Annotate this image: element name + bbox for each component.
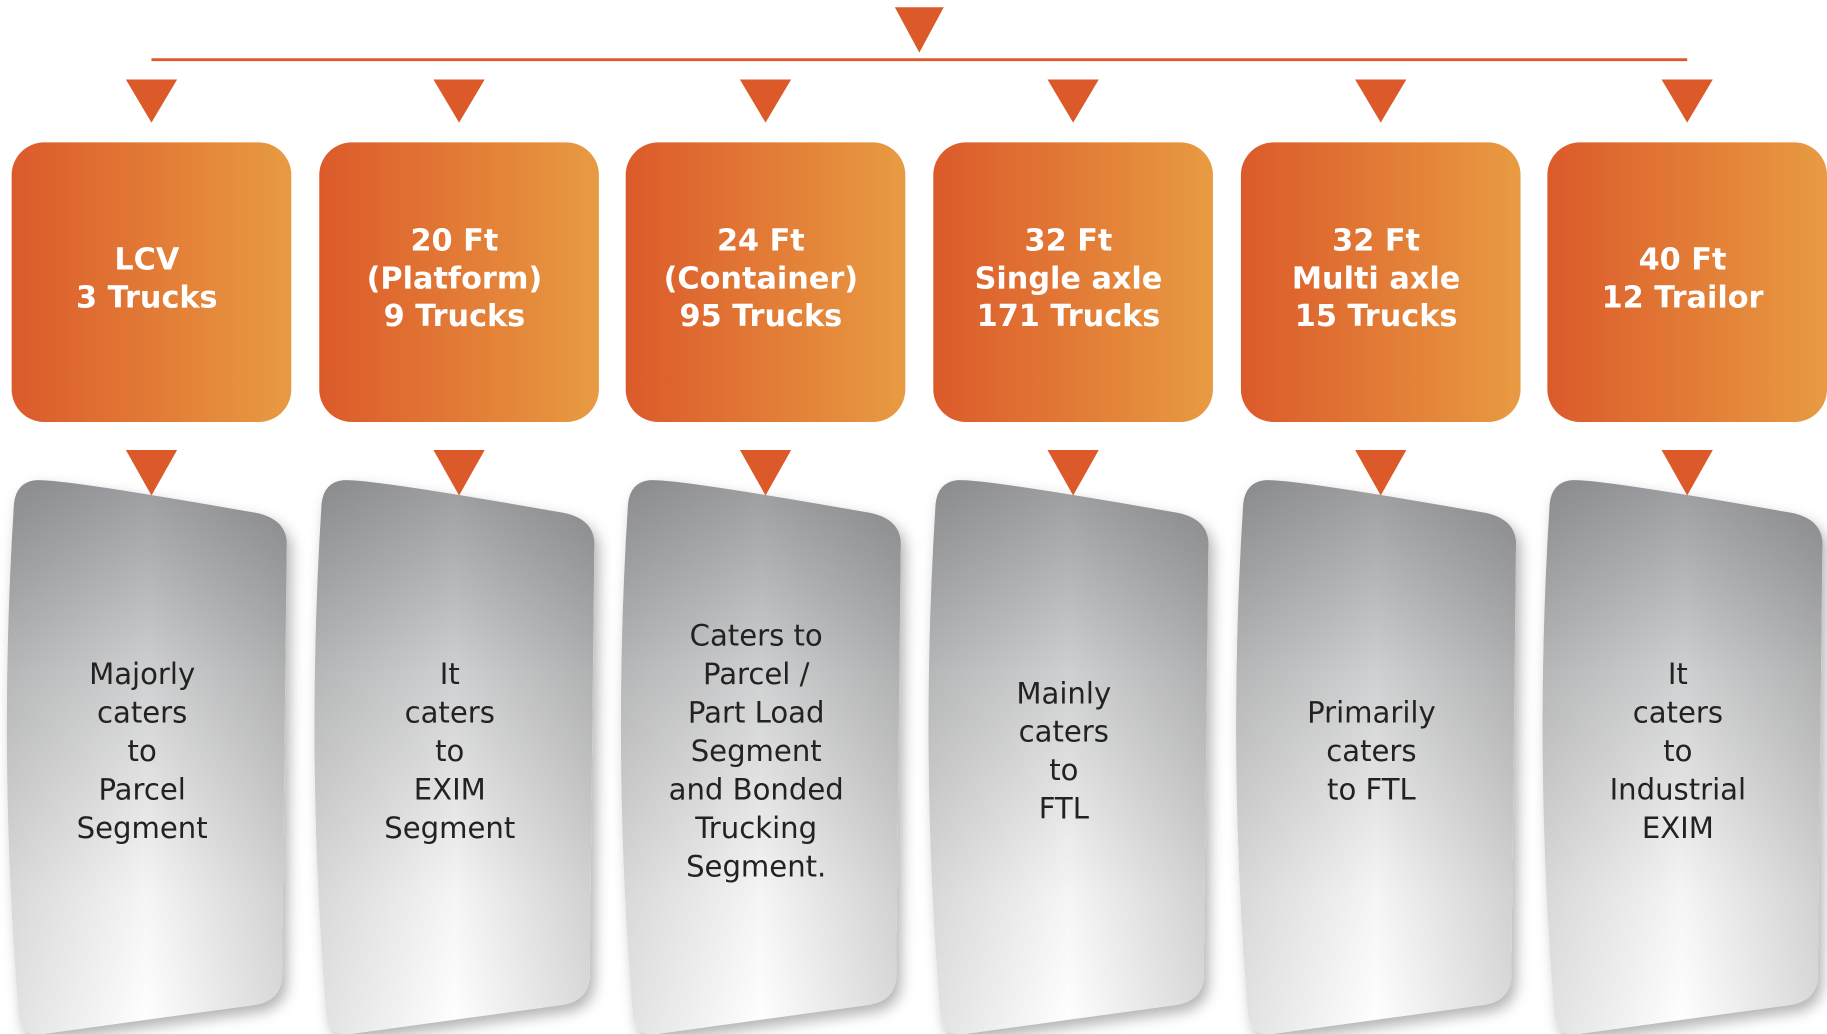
category-box [319,142,599,423]
arrow [1355,79,1407,123]
box-label: 171 Trucks [977,299,1161,334]
box-label: 95 Trucks [680,299,843,334]
top-arrow [894,7,944,53]
box-label: 32 Ft [1025,224,1113,259]
description-line: caters [1019,715,1109,749]
description-line: caters [1326,734,1416,768]
category-box [933,142,1213,423]
description-line: EXIM [1642,811,1714,845]
column: 24 Ft(Container)95 Trucks Caters to Parcel… [620,79,906,1034]
description-line: Segment [77,811,208,845]
category-box [1240,142,1521,423]
description-line: to [1049,753,1078,787]
box-label: (Platform) [367,261,543,296]
box-label: 40 Ft [1639,242,1727,277]
arrow [125,79,178,123]
description-line: It [1668,657,1688,691]
category-box [625,142,906,423]
description-line: It [440,657,460,691]
box-label: (Container) [664,261,859,296]
card-shading [314,480,595,1034]
arrow [125,450,178,496]
card-shading [1236,480,1516,1034]
description-line: caters [1633,695,1723,729]
arrow [433,450,485,496]
description-line: and Bonded [669,772,844,806]
description-line: Majorly [89,657,195,691]
box-label: 32 Ft [1332,224,1420,259]
description-line: FTL [1039,792,1090,826]
description-line: caters [97,695,187,729]
card-shading [6,480,287,1034]
description-line: Trucking [694,811,817,845]
box-label: 3 Trucks [76,280,218,315]
description-line: Mainly [1016,676,1111,710]
description-line: Segment. [686,849,826,883]
arrow [1661,450,1713,496]
description-line: EXIM [414,772,486,806]
description-line: Primarily [1307,695,1436,729]
category-box [1547,142,1827,423]
box-label: LCV [114,242,180,277]
description-line: Caters to [690,619,823,653]
arrow [739,79,792,123]
description-line: Parcel / [703,657,810,691]
category-box [11,142,292,423]
box-label: 24 Ft [717,224,805,259]
card-shading [620,480,901,1034]
description-line: Parcel [98,772,185,806]
box-label: 15 Trucks [1295,299,1458,334]
description-line: to [1663,734,1692,768]
description-line: caters [405,695,495,729]
box-label: 20 Ft [410,224,498,259]
box-label: 12 Trailor [1602,280,1764,315]
description-line: to FTL [1327,772,1416,806]
description-line: Industrial [1610,772,1747,806]
column: 20 Ft(Platform)9 Trucks It caters to EXIM Seg… [314,79,599,1034]
card-shading [1542,480,1823,1034]
arrow [1355,450,1407,496]
box-label: Single axle [975,261,1163,296]
arrow [1661,79,1713,123]
arrow [1047,79,1099,123]
description-line: to [128,734,157,768]
arrow [739,450,792,496]
arrow [433,79,485,123]
description-line: Segment [384,811,515,845]
description-line: Part Load [688,695,825,729]
box-label: 9 Trucks [384,299,526,334]
arrow [1047,450,1099,496]
description-line: Segment [691,734,822,768]
card-shading [928,480,1209,1034]
box-label: Multi axle [1292,261,1460,296]
description-line: to [435,734,464,768]
